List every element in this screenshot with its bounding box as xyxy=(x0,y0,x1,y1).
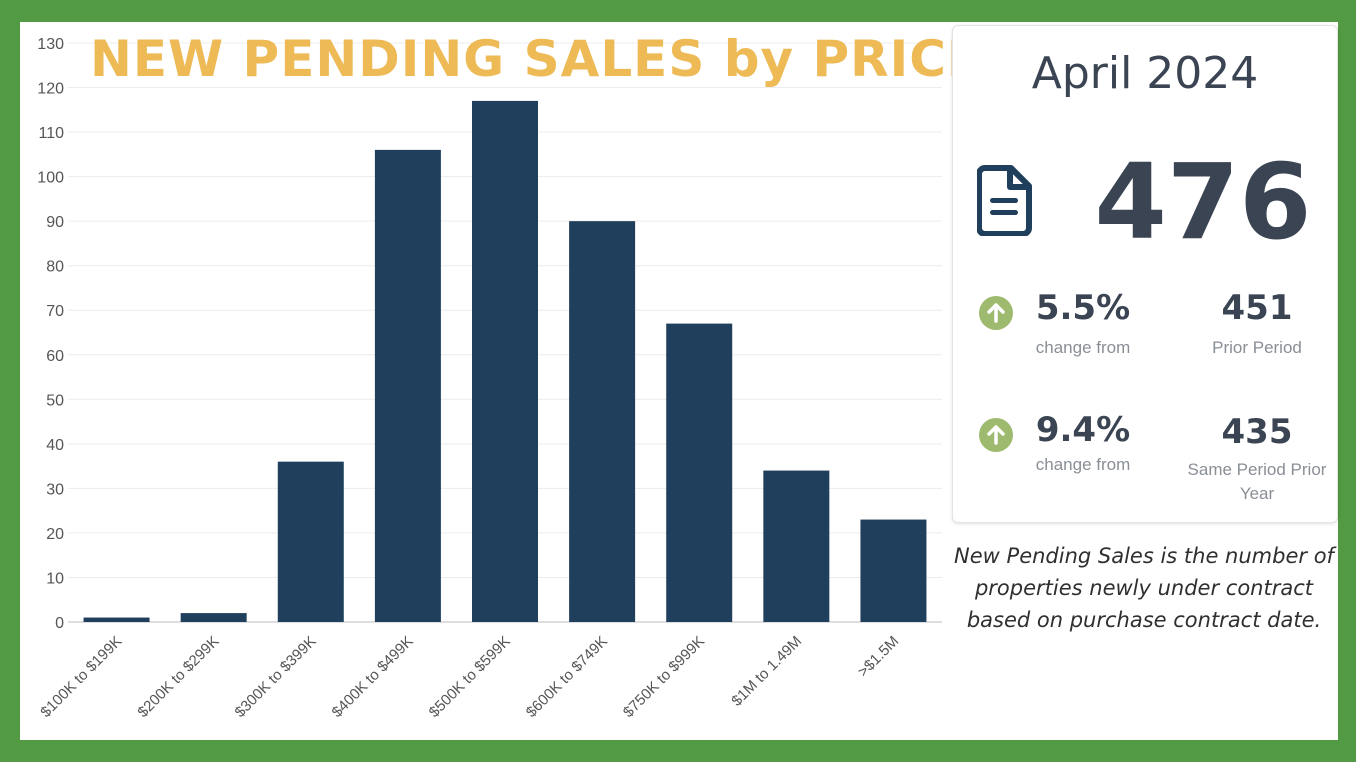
y-tick-label: 30 xyxy=(46,481,64,498)
bar xyxy=(472,100,538,622)
y-tick-label: 90 xyxy=(46,214,64,231)
x-tick-label: $500K to $599K xyxy=(426,633,514,721)
chart-title: NEW PENDING SALES by PRICE xyxy=(90,30,983,88)
bar xyxy=(277,461,344,622)
bar xyxy=(763,470,830,622)
change-percent-prior: 5.5% xyxy=(1035,288,1131,328)
total-pending-sales: 476 xyxy=(1094,141,1312,263)
bar xyxy=(860,519,927,622)
x-tick-label: $600K to $749K xyxy=(523,633,611,721)
y-tick-label: 130 xyxy=(37,36,64,53)
stats-card: April 2024 476 5.5% change from 451 Prio… xyxy=(952,25,1338,523)
period-label: April 2024 xyxy=(1031,48,1259,99)
x-tick-label: $400K to $499K xyxy=(329,633,417,721)
prior-period-label: Prior Period xyxy=(1212,338,1302,357)
bar xyxy=(666,323,733,622)
change-percent-year: 9.4% xyxy=(1035,410,1131,450)
bar xyxy=(83,617,150,622)
y-tick-label: 40 xyxy=(46,437,64,454)
y-tick-label: 120 xyxy=(37,81,64,98)
footnote: New Pending Sales is the number of prope… xyxy=(954,544,1334,632)
bar xyxy=(180,613,247,622)
x-tick-label: $750K to $999K xyxy=(620,633,708,721)
y-tick-label: 50 xyxy=(46,392,64,409)
document-icon xyxy=(976,164,1033,241)
y-tick-label: 10 xyxy=(46,570,64,587)
prior-period-value: 451 xyxy=(1221,288,1293,328)
change-label-prior: change from xyxy=(1035,338,1131,357)
same-period-prior-year-value: 435 xyxy=(1221,412,1293,452)
y-tick-label: 100 xyxy=(37,170,64,187)
y-tick-label: 0 xyxy=(55,615,64,632)
up-arrow-icon xyxy=(979,296,1013,330)
y-tick-label: 80 xyxy=(46,259,64,276)
y-tick-label: 70 xyxy=(46,303,64,320)
up-arrow-icon xyxy=(979,418,1013,452)
bar xyxy=(374,149,441,622)
y-tick-label: 60 xyxy=(46,348,64,365)
x-tick-label: >$1.5M xyxy=(855,633,903,681)
bar xyxy=(569,221,636,622)
infographic-canvas: 0 10 20 30 40 50 60 70 80 90 100 110 120 130 $100K to … xyxy=(20,22,1338,740)
x-tick-label: $100K to $199K xyxy=(37,633,125,721)
same-period-prior-year-label: Same Period Prior Year xyxy=(1187,460,1327,503)
x-tick-label: $200K to $299K xyxy=(134,633,222,721)
y-tick-label: 110 xyxy=(38,125,64,142)
x-tick-label: $1M to 1.49M xyxy=(728,633,805,710)
x-tick-label: $300K to $399K xyxy=(232,633,320,721)
y-tick-label: 20 xyxy=(46,526,64,543)
change-label-year: change from xyxy=(1035,455,1131,474)
bar-chart: 0 10 20 30 40 50 60 70 80 90 100 110 120 130 $100K to … xyxy=(37,36,942,721)
